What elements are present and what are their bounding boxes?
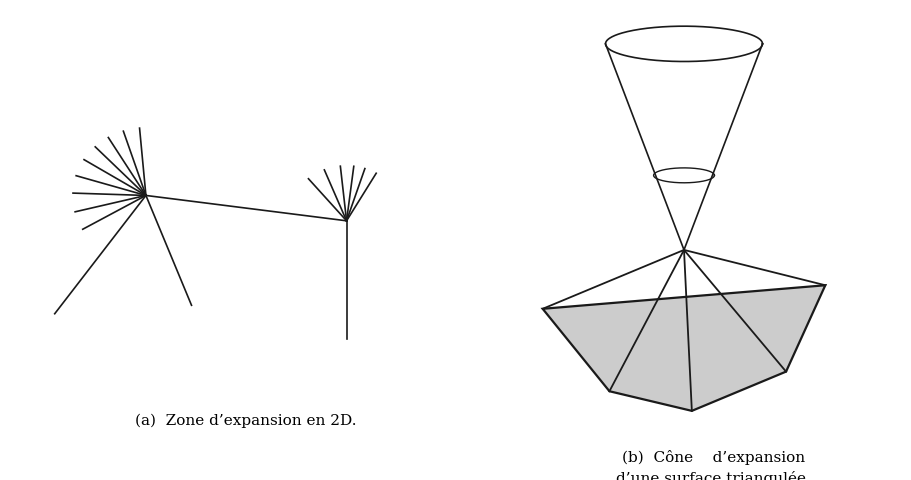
Polygon shape <box>542 285 824 411</box>
Text: (b)  Cône    d’expansion
d’une surface triangulée.: (b) Cône d’expansion d’une surface trian… <box>616 450 810 480</box>
Text: (a)  Zone d’expansion en 2D.: (a) Zone d’expansion en 2D. <box>136 413 356 428</box>
